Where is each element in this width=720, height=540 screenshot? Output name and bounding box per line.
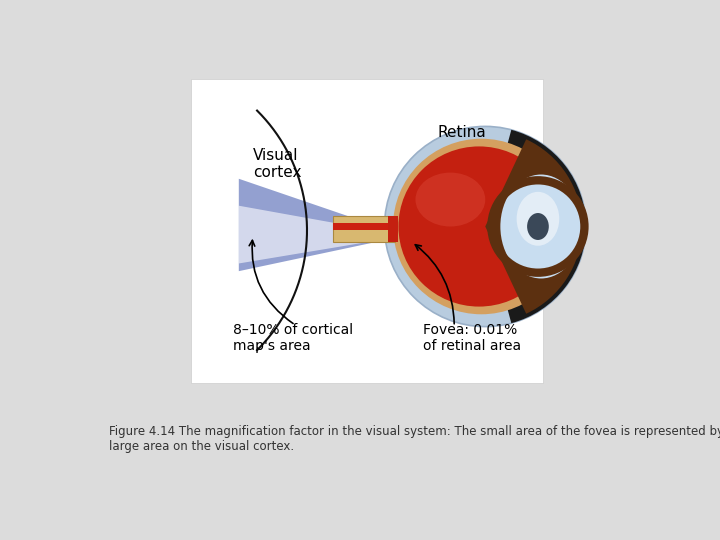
Text: Figure 4.14 The magnification factor in the visual system: The small area of the: Figure 4.14 The magnification factor in … xyxy=(109,425,720,453)
FancyBboxPatch shape xyxy=(191,79,544,383)
Text: Fovea: 0.01%
of retinal area: Fovea: 0.01% of retinal area xyxy=(423,323,521,353)
Ellipse shape xyxy=(415,173,485,226)
Polygon shape xyxy=(239,206,405,264)
Circle shape xyxy=(384,126,586,327)
Text: Visual
cortex: Visual cortex xyxy=(253,148,301,180)
Circle shape xyxy=(393,139,570,314)
Wedge shape xyxy=(485,130,586,323)
FancyBboxPatch shape xyxy=(333,224,395,231)
Circle shape xyxy=(398,146,559,307)
FancyBboxPatch shape xyxy=(333,215,395,242)
Ellipse shape xyxy=(517,192,559,246)
Ellipse shape xyxy=(527,213,549,240)
Wedge shape xyxy=(485,139,582,314)
Polygon shape xyxy=(239,179,405,271)
FancyBboxPatch shape xyxy=(388,215,397,242)
Ellipse shape xyxy=(500,174,582,279)
Text: Retina: Retina xyxy=(437,125,486,140)
Text: 8–10% of cortical
map's area: 8–10% of cortical map's area xyxy=(233,323,354,353)
